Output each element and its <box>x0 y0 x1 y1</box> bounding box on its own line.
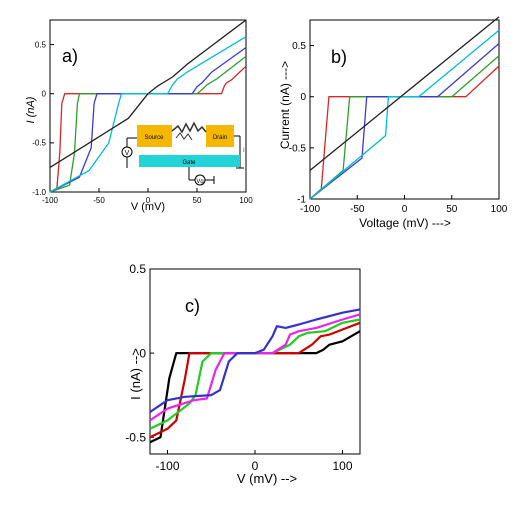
chart-a-inset-source: Source <box>144 135 164 141</box>
series-line-4 <box>49 36 247 193</box>
y-tick-label: -0.5 <box>289 143 307 154</box>
chart-panel-a: -100 -50 0 50 100 0.5 0 -0.5 -1.0 a) V (mV) I (n… <box>0 0 260 265</box>
x-tick-label: -100 <box>42 196 59 205</box>
chart-a-inset-drain: Drain <box>213 135 227 141</box>
x-tick-label: 100 <box>491 204 508 215</box>
chart-c-svg: -100 0 100 0.5 0 -0.5 c) V (mV) --> I (nA) --… <box>125 262 361 486</box>
x-tick-label: 50 <box>193 196 202 205</box>
x-tick-label: -100 <box>155 459 179 473</box>
chart-c-ylabel: I (nA) --> <box>128 348 143 400</box>
x-tick-label: 100 <box>239 196 253 205</box>
y-tick-label: 0 <box>300 92 306 103</box>
chart-panel-c: -100 0 100 0.5 0 -0.5 c) V (mV) --> I (nA) --… <box>125 262 375 524</box>
y-tick-label: 0 <box>42 90 47 99</box>
chart-a-svg: -100 -50 0 50 100 0.5 0 -0.5 -1.0 a) V (mV) I (n… <box>25 19 253 213</box>
chart-b-panel-label: b) <box>331 47 347 67</box>
chart-panel-b: -100 -50 0 50 100 0.5 0 -0.5 -1 b) Voltage (mV) … <box>265 0 526 265</box>
x-tick-label: 0 <box>146 196 151 205</box>
x-tick-label: -50 <box>93 196 105 205</box>
x-tick-label: 50 <box>446 204 458 215</box>
chart-a-inset-i-label: I <box>243 148 245 154</box>
chart-a-inset-schematic: V Source Drain I Gate Vg <box>121 121 245 186</box>
y-tick-label: -1.0 <box>32 188 46 197</box>
chart-b-xlabel: Voltage (mV) ---> <box>359 216 451 230</box>
chart-c-plot-area <box>149 268 361 455</box>
x-tick-label: 0 <box>402 204 408 215</box>
chart-c-panel-label: c) <box>185 296 200 316</box>
chart-a-inset-v-label: V <box>125 150 130 157</box>
x-tick-label: 100 <box>332 459 352 473</box>
series-line-3 <box>309 43 500 200</box>
y-tick-label: -1 <box>297 195 306 206</box>
series-line-5 <box>49 19 247 168</box>
molecule-tail-icon <box>175 132 193 141</box>
series-line-5 <box>309 16 500 171</box>
chart-a-xlabel: V (mV) <box>131 201 165 213</box>
x-tick-label: -100 <box>300 204 320 215</box>
chart-a-panel-label: a) <box>62 46 78 66</box>
y-tick-label: 0.5 <box>129 262 146 276</box>
gate-electrode <box>139 155 240 167</box>
y-tick-label: 0 <box>139 346 146 360</box>
chart-c-xlabel: V (mV) --> <box>237 471 297 486</box>
source-electrode <box>137 125 172 147</box>
chart-a-inset-gate: Gate <box>182 160 196 166</box>
series-line-4 <box>309 29 500 200</box>
drain-electrode <box>206 125 234 147</box>
voltmeter-icon <box>121 146 133 158</box>
x-tick-label: 0 <box>252 459 259 473</box>
x-tick-label: -50 <box>350 204 365 215</box>
chart-a-ylabel: I (nA) <box>25 96 37 123</box>
y-tick-label: 0.5 <box>35 40 47 49</box>
y-tick-label: 0.5 <box>292 41 306 52</box>
y-tick-label: -0.5 <box>32 139 46 148</box>
y-tick-label: -0.5 <box>125 430 146 444</box>
series-line-5 <box>149 308 361 413</box>
molecule-icon <box>171 121 207 134</box>
chart-b-ylabel: Current (nA) ---> <box>278 61 292 149</box>
chart-b-svg: -100 -50 0 50 100 0.5 0 -0.5 -1 b) Voltage (mV) … <box>278 16 508 230</box>
chart-a-inset-vg-label: Vg <box>196 179 203 185</box>
